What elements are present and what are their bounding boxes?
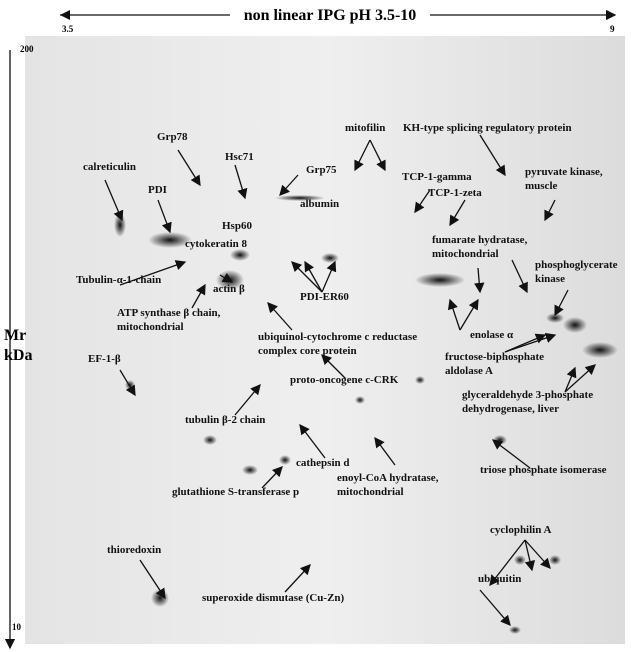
- label-line: fumarate hydratase,: [432, 234, 528, 246]
- label-line: enolase α: [470, 329, 514, 341]
- label-line: calreticulin: [83, 161, 136, 173]
- label-line: aldolase A: [445, 365, 493, 377]
- label-line: Hsp60: [222, 220, 252, 232]
- protein-label: enoyl-CoA hydratase, mitochondrial: [337, 472, 439, 498]
- protein-label: Hsp60: [222, 220, 252, 232]
- protein-label: cyclophilin A: [490, 524, 551, 536]
- ph-low: 3.5: [62, 24, 74, 34]
- ph-high: 9: [610, 24, 615, 34]
- protein-label: tubulin β-2 chain: [185, 414, 265, 426]
- protein-label: KH-type splicing regulatory protein: [403, 122, 572, 134]
- header-title: non linear IPG pH 3.5-10: [244, 7, 417, 24]
- label-line: PDI: [148, 184, 167, 196]
- protein-label: triose phosphate isomerase: [480, 464, 607, 476]
- label-line: albumin: [300, 198, 339, 210]
- protein-label: Grp78: [157, 131, 188, 143]
- arrows: [104, 134, 596, 626]
- label-line: cathepsin d: [296, 457, 350, 469]
- protein-label: TCP-1-gamma: [402, 171, 472, 183]
- label-line: glyceraldehyde 3-phosphate: [462, 389, 593, 401]
- label-line: phosphoglycerate: [535, 259, 618, 271]
- protein-label: Tubulin-α-1-chain: [76, 274, 161, 286]
- label-line: thioredoxin: [107, 544, 161, 556]
- mr-top: 200: [20, 44, 34, 54]
- label-line: muscle: [525, 180, 558, 192]
- label-line: TCP-1-gamma: [402, 171, 472, 183]
- protein-label: phosphoglycerate kinase: [535, 259, 618, 285]
- label-line: cytokeratin 8: [185, 238, 248, 250]
- mr-label: Mr: [4, 327, 26, 344]
- protein-label: actin β: [213, 283, 245, 295]
- label-line: Grp78: [157, 131, 188, 143]
- label-line: triose phosphate isomerase: [480, 464, 607, 476]
- label-line: TCP-1-zeta: [428, 187, 482, 199]
- protein-label: PDI-ER60: [300, 291, 349, 303]
- protein-label: albumin: [300, 198, 339, 210]
- label-line: pyruvate kinase,: [525, 166, 603, 178]
- label-line: ubiquitin: [478, 573, 521, 585]
- protein-label: cytokeratin 8: [185, 238, 248, 250]
- label-line: Tubulin-α-1-chain: [76, 274, 161, 286]
- protein-label: glyceraldehyde 3-phosphate dehydrogenase,…: [462, 389, 593, 415]
- protein-label: ubiquitin: [478, 573, 521, 585]
- protein-label: Grp75: [306, 164, 337, 176]
- protein-label: mitofilin: [345, 122, 385, 134]
- label-line: mitofilin: [345, 122, 385, 134]
- label-line: cyclophilin A: [490, 524, 551, 536]
- label-line: kinase: [535, 273, 565, 285]
- protein-label: fructose-biphosphate aldolase A: [445, 351, 544, 377]
- label-line: enoyl-CoA hydratase,: [337, 472, 439, 484]
- label-line: mitochondrial: [337, 486, 404, 498]
- label-line: mitochondrial: [432, 248, 499, 260]
- label-line: glutathione S-transferase p: [172, 486, 299, 498]
- protein-label: EF-1-β: [88, 353, 121, 365]
- label-line: PDI-ER60: [300, 291, 349, 303]
- label-line: mitochondrial: [117, 321, 184, 333]
- label-line: ATP synthase β chain,: [117, 307, 221, 319]
- protein-label: ATP synthase β chain, mitochondrial: [117, 307, 221, 333]
- label-line: fructose-biphosphate: [445, 351, 544, 363]
- label-line: complex core protein: [258, 345, 357, 357]
- label-line: superoxide dismutase (Cu-Zn): [202, 592, 345, 604]
- mr-bottom: 10: [12, 622, 22, 632]
- label-line: tubulin β-2 chain: [185, 414, 265, 426]
- protein-label: enolase α: [470, 329, 514, 341]
- protein-label: superoxide dismutase (Cu-Zn): [202, 592, 345, 604]
- label-line: proto-oncogene c-CRK: [290, 374, 399, 386]
- protein-label: calreticulin: [83, 161, 136, 173]
- protein-label: ubiquinol-cytochrome c reductase complex …: [258, 331, 417, 357]
- protein-label: TCP-1-zeta: [428, 187, 482, 199]
- protein-label: cathepsin d: [296, 457, 350, 469]
- mr-label: kDa: [4, 347, 32, 364]
- label-line: actin β: [213, 283, 245, 295]
- label-line: Hsc71: [225, 151, 254, 163]
- label-line: dehydrogenase, liver: [462, 403, 559, 415]
- protein-label: thioredoxin: [107, 544, 161, 556]
- label-line: KH-type splicing regulatory protein: [403, 122, 572, 134]
- protein-label: pyruvate kinase, muscle: [525, 166, 603, 192]
- protein-label: glutathione S-transferase p: [172, 486, 299, 498]
- protein-label: proto-oncogene c-CRK: [290, 374, 399, 386]
- protein-label: fumarate hydratase, mitochondrial: [432, 234, 528, 260]
- label-line: EF-1-β: [88, 353, 121, 365]
- labels: calreticulin Grp78 PDI Hsc71 Grp75 mitofilin K…: [76, 122, 618, 604]
- protein-label: PDI: [148, 184, 167, 196]
- protein-label: Hsc71: [225, 151, 254, 163]
- label-line: ubiquinol-cytochrome c reductase: [258, 331, 417, 343]
- arrow-head: [60, 10, 70, 20]
- label-line: Grp75: [306, 164, 337, 176]
